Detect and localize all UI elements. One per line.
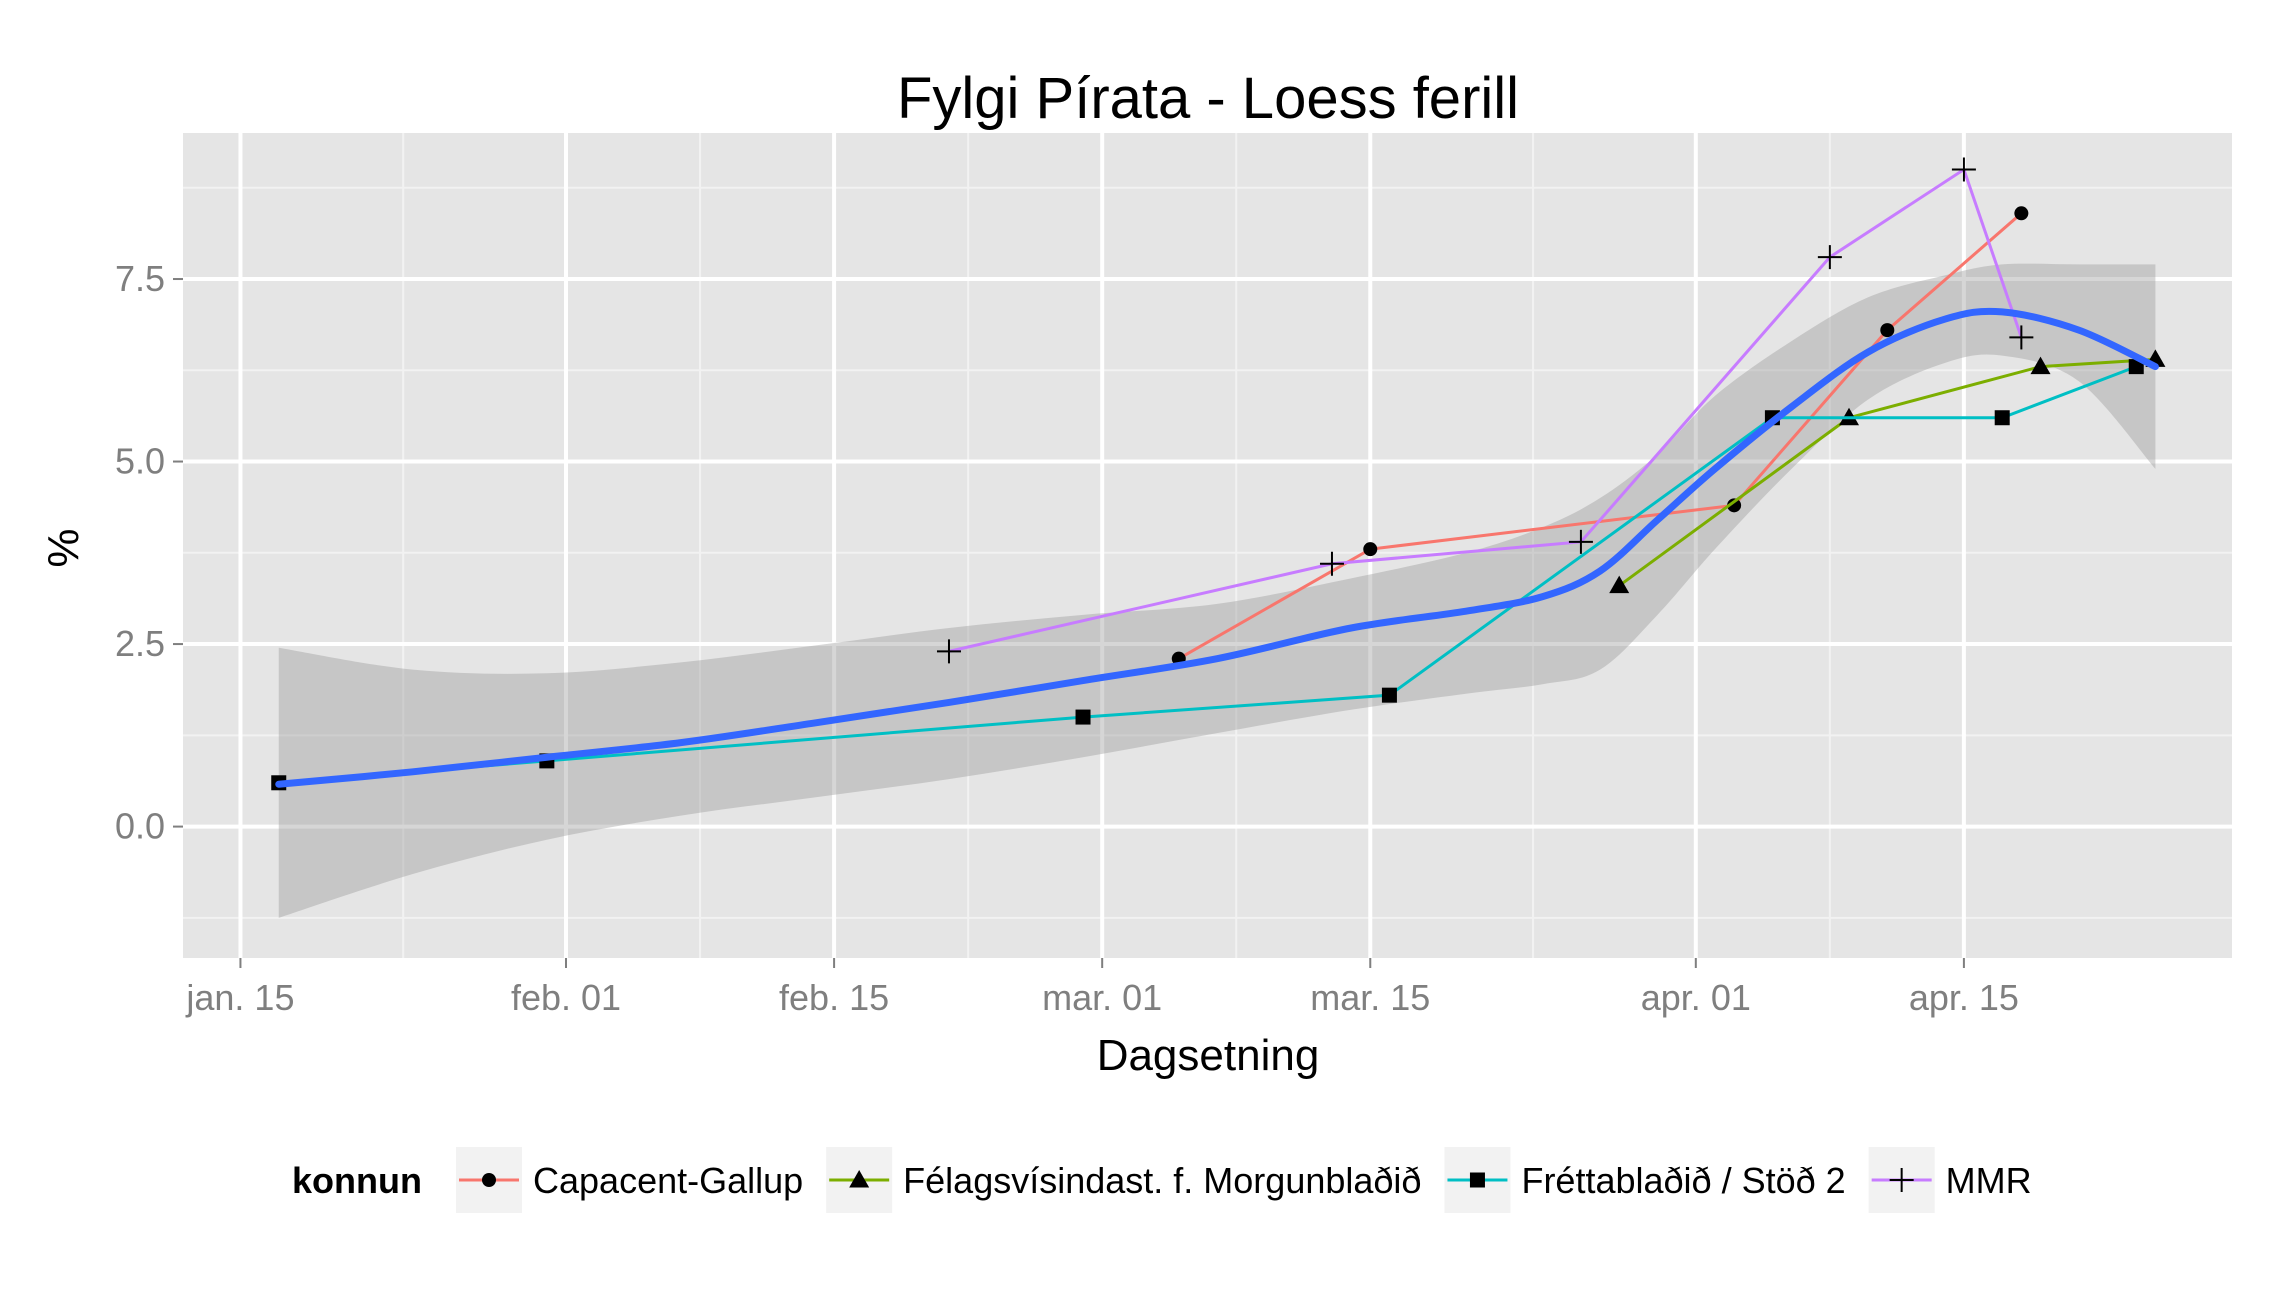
legend-item: MMR [1866,1145,2032,1215]
loess-confidence-band [278,263,2156,918]
legend-title: konnun [292,1160,422,1201]
legend-label: Félagsvísindast. f. Morgunblaðið [903,1160,1421,1201]
x-tick-label: mar. 15 [1310,977,1430,1018]
data-point [1319,551,1344,576]
data-point [1880,323,1895,338]
series-capacent-gallup [1171,206,2029,666]
legend-key-marker [849,1170,870,1188]
legend-label: MMR [1946,1160,2032,1201]
legend-item: Capacent-Gallup [454,1145,803,1215]
x-axis-title: Dagsetning [1097,1031,1320,1080]
confidence-band-layer [278,263,2156,918]
data-point [2030,356,2051,375]
x-tick-label: mar. 01 [1042,977,1162,1018]
x-tick-label: feb. 15 [779,977,889,1018]
loess-smooth-line [275,307,2159,788]
legend: konnun Capacent-Gallup Félagsvísindast. f… [292,1145,2032,1215]
series-mmr [936,157,2034,664]
data-point [1381,687,1397,703]
x-tick-label: apr. 01 [1641,977,1751,1018]
legend-item: Félagsvísindast. f. Morgunblaðið [824,1145,1421,1215]
y-tick-label: 7.5 [115,258,165,299]
y-tick-label: 5.0 [115,441,165,482]
loess-smooth-layer [275,307,2159,788]
axes-layer: jan. 15 feb. 01 feb. 15 mar. 01 mar. 15 apr. … [115,258,2019,1018]
y-tick-label: 2.5 [115,623,165,664]
data-point [1994,410,2010,426]
data-point [1075,709,1091,725]
y-axis-title: % [39,528,88,567]
legend-key-marker [1889,1168,1914,1192]
x-tick-label: feb. 01 [511,977,621,1018]
legend-label: Capacent-Gallup [533,1160,803,1201]
legend-key-marker [1469,1172,1485,1188]
x-tick-label: jan. 15 [185,977,294,1018]
data-point [2009,325,2034,350]
legend-label: Fréttablaðið / Stöð 2 [1521,1160,1845,1201]
chart-title: Fylgi Pírata - Loess ferill [897,66,1519,131]
series-layer [271,157,2166,791]
data-point [2128,359,2144,375]
x-tick-label: apr. 15 [1909,977,2019,1018]
data-point [936,639,961,664]
panel-background [183,133,2232,958]
legend-item: Fréttablaðið / Stöð 2 [1442,1145,1846,1215]
series-line [948,167,2023,653]
y-tick-label: 0.0 [115,806,165,847]
plot-panel [183,133,2232,958]
data-point [1951,157,1976,182]
data-point [1609,575,1630,594]
data-point [2014,206,2029,221]
data-point [1568,529,1593,554]
legend-key-marker [482,1173,496,1187]
series-line [1618,357,2156,587]
data-point [1727,498,1742,513]
data-point [1817,245,1842,270]
data-point [1363,542,1378,557]
